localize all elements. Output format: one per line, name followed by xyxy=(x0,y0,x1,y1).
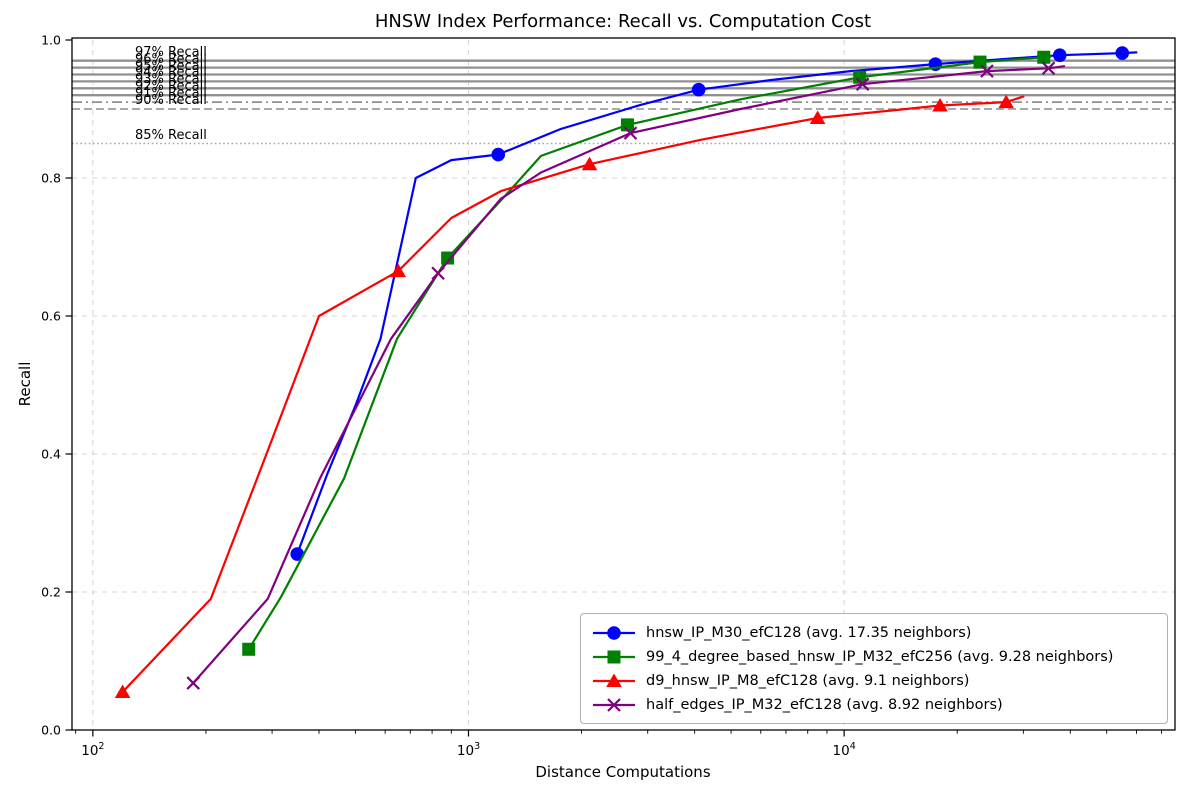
y-tick-label-0.4: 0.4 xyxy=(41,447,61,462)
marker-x xyxy=(623,126,638,140)
y-tick-label-0.2: 0.2 xyxy=(41,585,61,600)
marker-x xyxy=(607,698,621,712)
marker-circle xyxy=(290,547,305,561)
series-line-d9_hnsw_IP_M8_efC128 xyxy=(121,95,1025,694)
legend-label-99_4_degree_based_hnsw_IP_M32_efC256: 99_4_degree_based_hnsw_IP_M32_efC256 (av… xyxy=(646,649,1114,665)
marker-x xyxy=(431,266,445,280)
marker-square xyxy=(242,642,256,656)
refline-label-93-recall: 93% Recall xyxy=(135,72,207,88)
refline-label-97-recall: 97% Recall xyxy=(135,44,207,60)
legend-label-d9_hnsw_IP_M8_efC128: d9_hnsw_IP_M8_efC128 (avg. 9.1 neighbors… xyxy=(646,673,970,689)
marker-triangle xyxy=(809,110,826,124)
chart-title: HNSW Index Performance: Recall vs. Compu… xyxy=(374,11,872,32)
circle-legend-marker-icon xyxy=(593,626,635,640)
refline-label-95-recall: 95% Recall xyxy=(135,58,207,74)
legend-label-hnsw_IP_M30_efC128: hnsw_IP_M30_efC128 (avg. 17.35 neighbors… xyxy=(646,625,972,641)
marker-square xyxy=(973,55,987,69)
series-markers-99_4_degree_based_hnsw_IP_M32_efC256 xyxy=(242,50,1051,656)
series-d9_hnsw_IP_M8_efC128 xyxy=(114,94,1025,699)
legend-label-half_edges_IP_M32_efC128: half_edges_IP_M32_efC128 (avg. 8.92 neig… xyxy=(646,697,1003,713)
refline-label-90-recall: 90% Recall xyxy=(135,93,207,108)
x-tick-label-10e3: 103 xyxy=(457,741,480,759)
y-tick-label-0.6: 0.6 xyxy=(41,309,61,324)
series-line-99_4_degree_based_hnsw_IP_M32_efC256 xyxy=(247,55,1052,651)
marker-square xyxy=(441,251,455,265)
marker-x xyxy=(980,64,994,78)
x-legend-marker-icon xyxy=(593,698,635,712)
marker-circle xyxy=(607,626,621,640)
plot-border xyxy=(71,37,1176,731)
marker-triangle xyxy=(390,263,407,278)
marker-circle xyxy=(691,82,706,97)
refline-label-85-recall: 85% Recall xyxy=(135,127,207,143)
legend-item-hnsw_IP_M30_efC128: hnsw_IP_M30_efC128 (avg. 17.35 neighbors… xyxy=(591,621,1157,645)
y-tick-label-0.8: 0.8 xyxy=(41,171,61,186)
legend-item-half_edges_IP_M32_efC128: half_edges_IP_M32_efC128 (avg. 8.92 neig… xyxy=(591,693,1157,717)
refline-label-91-recall: 91% Recall xyxy=(135,86,207,102)
series-99_4_degree_based_hnsw_IP_M32_efC256 xyxy=(242,50,1052,656)
marker-square xyxy=(853,70,867,84)
marker-square xyxy=(1037,50,1051,64)
marker-triangle xyxy=(581,156,598,171)
marker-x xyxy=(855,77,870,91)
legend-item-d9_hnsw_IP_M8_efC128: d9_hnsw_IP_M8_efC128 (avg. 9.1 neighbors… xyxy=(591,669,1157,693)
y-tick-label-1.0: 1.0 xyxy=(41,33,61,48)
series-markers-d9_hnsw_IP_M8_efC128 xyxy=(114,94,1014,699)
series-line-half_edges_IP_M32_efC128 xyxy=(192,65,1066,685)
y-tick-label-0.0: 0.0 xyxy=(41,723,61,738)
x-tick-label-10e2: 102 xyxy=(81,741,104,759)
marker-circle xyxy=(491,147,506,162)
marker-triangle xyxy=(932,98,948,112)
marker-x xyxy=(1041,61,1056,76)
marker-triangle xyxy=(606,673,622,687)
legend-item-99_4_degree_based_hnsw_IP_M32_efC256: 99_4_degree_based_hnsw_IP_M32_efC256 (av… xyxy=(591,645,1157,669)
marker-triangle xyxy=(998,94,1014,109)
series-markers-half_edges_IP_M32_efC128 xyxy=(186,61,1056,690)
x-tick-label-10e4: 104 xyxy=(833,741,856,759)
legend: hnsw_IP_M30_efC128 (avg. 17.35 neighbors… xyxy=(580,613,1168,724)
marker-square xyxy=(607,650,621,664)
refline-label-96-recall: 96% Recall xyxy=(135,51,207,67)
gridlines xyxy=(72,40,1175,730)
x-axis-label: Distance Computations xyxy=(535,763,711,781)
marker-circle xyxy=(1052,48,1067,62)
refline-label-92-recall: 92% Recall xyxy=(135,79,207,95)
y-axis-label: Recall xyxy=(16,361,34,407)
refline-label-94-recall: 94% Recall xyxy=(135,65,207,81)
marker-x xyxy=(186,676,200,690)
series-half_edges_IP_M32_efC128 xyxy=(186,61,1066,690)
triangle-legend-marker-icon xyxy=(593,673,635,687)
square-legend-marker-icon xyxy=(593,650,635,664)
series-line-hnsw_IP_M30_efC128 xyxy=(296,51,1138,556)
marker-triangle xyxy=(114,684,131,699)
marker-circle xyxy=(1115,46,1130,60)
